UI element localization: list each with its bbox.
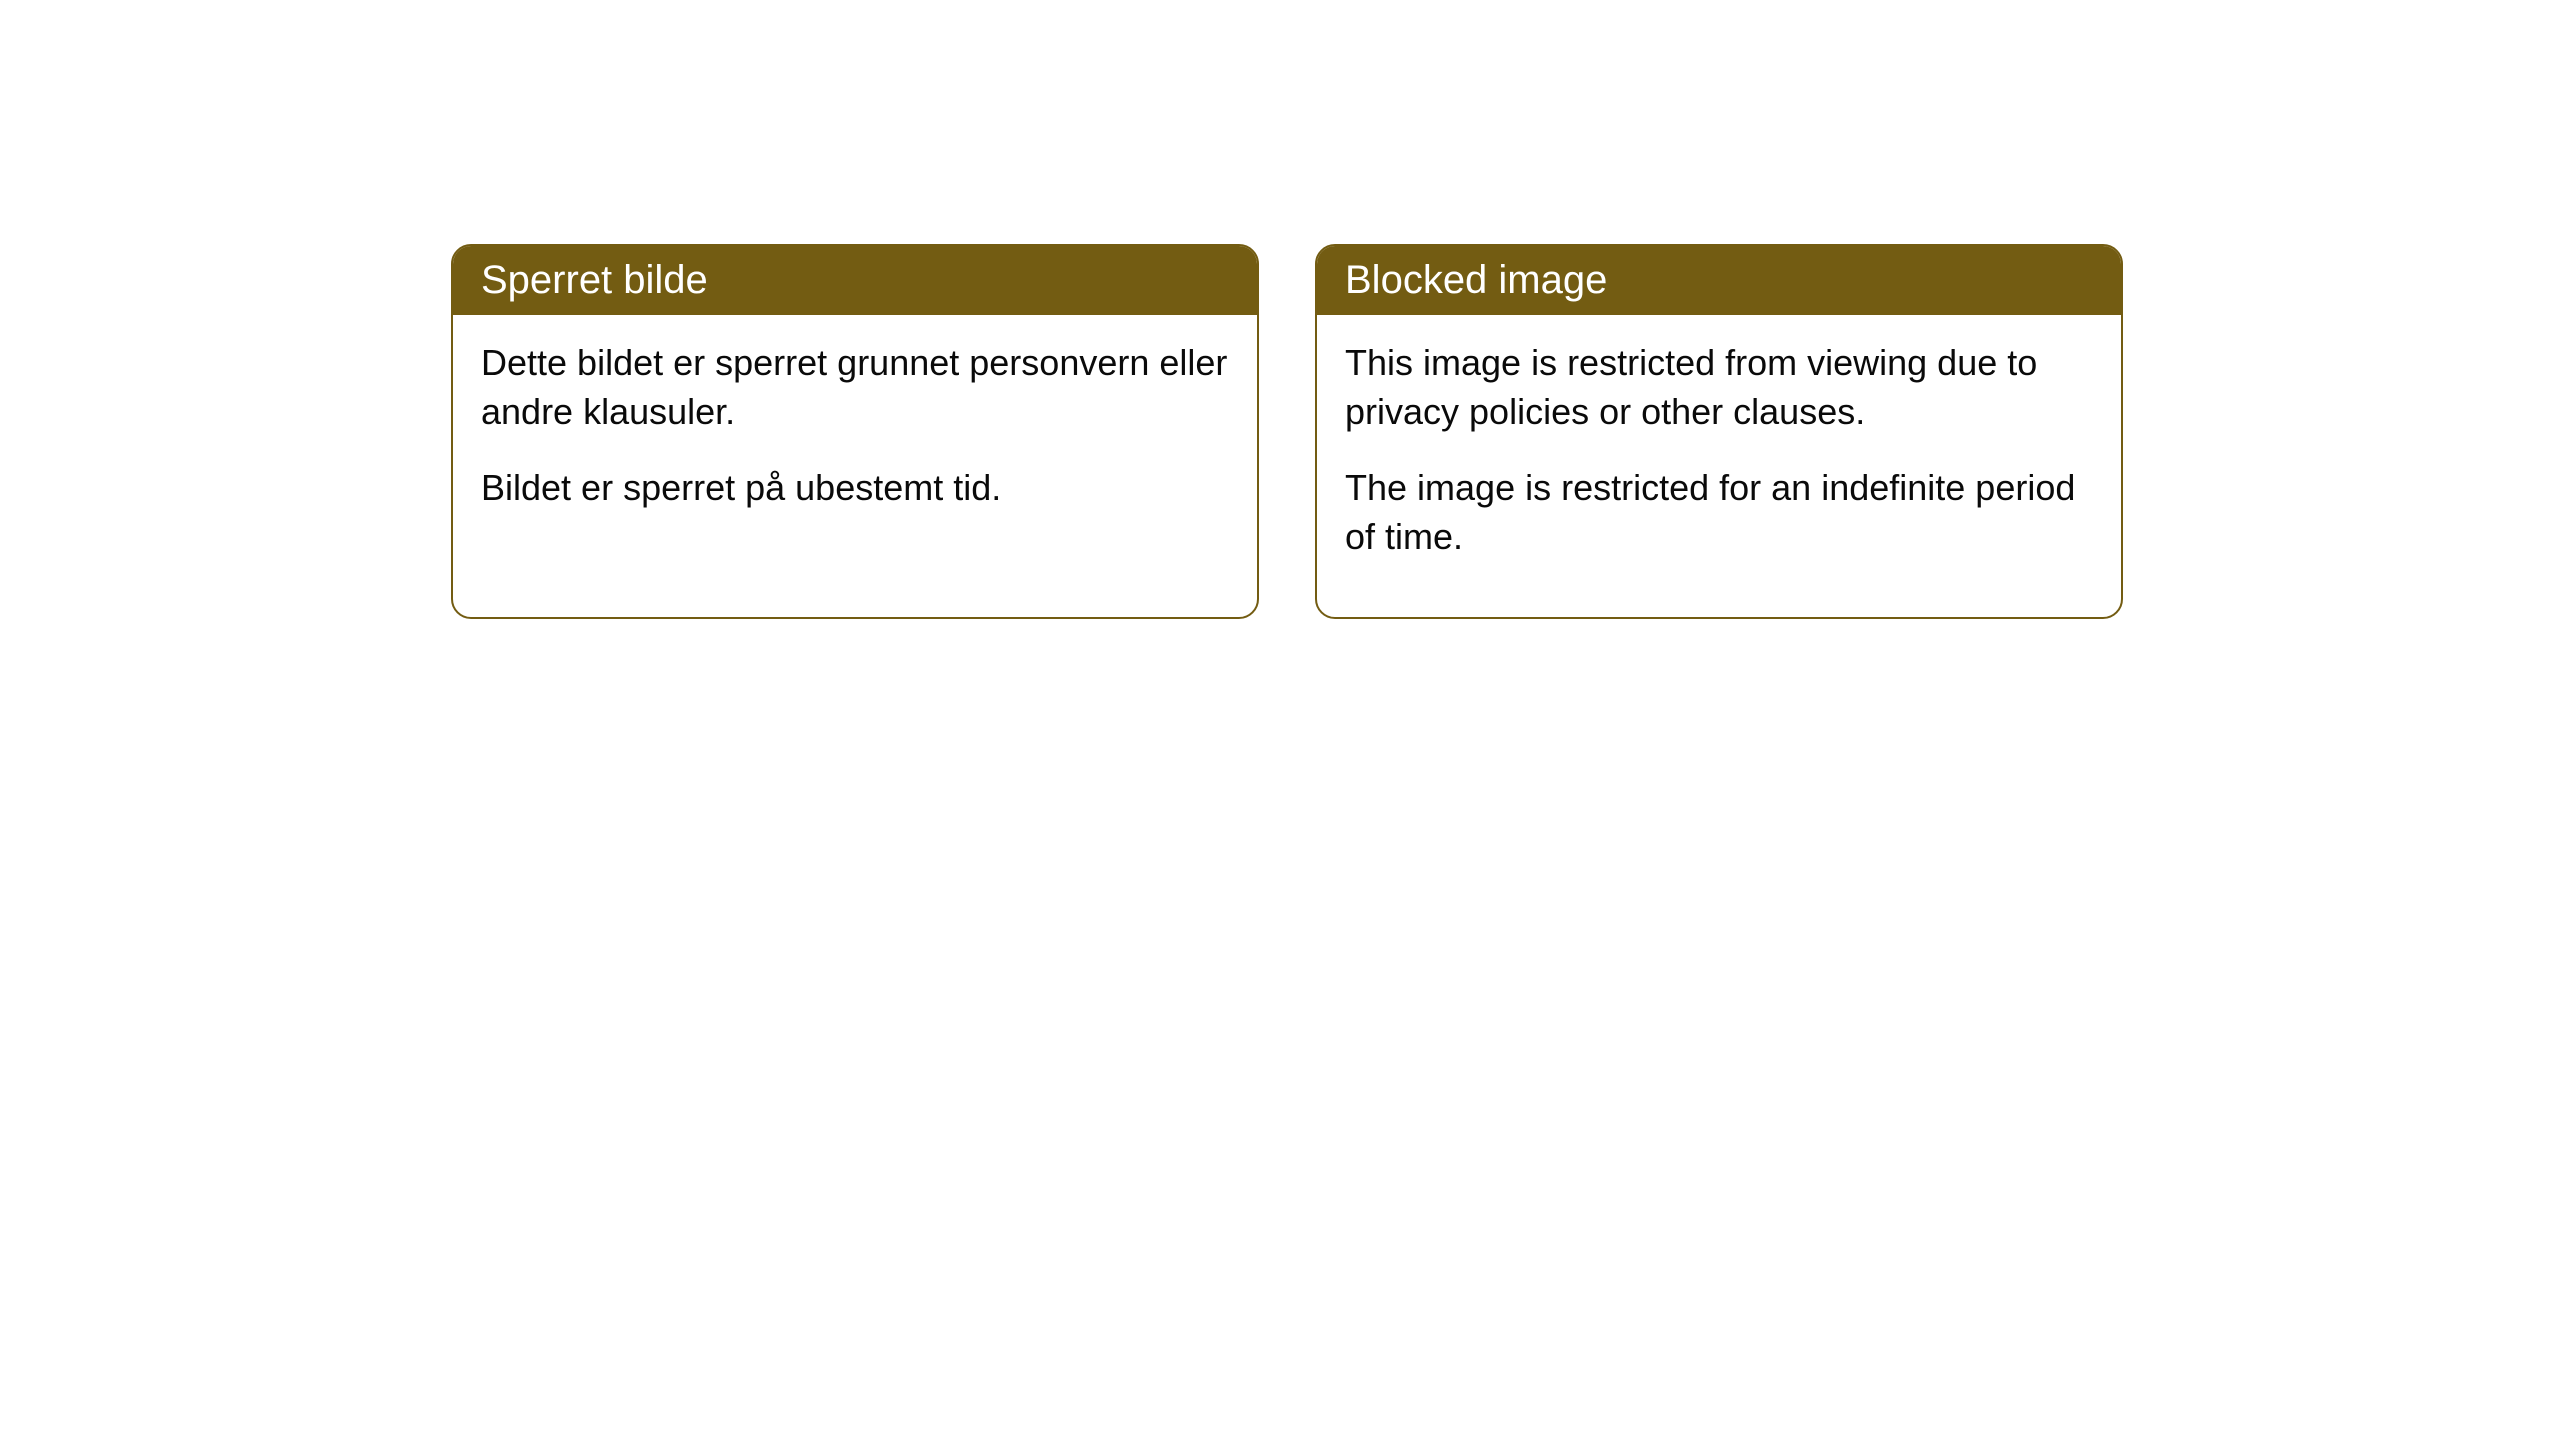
blocked-image-card-english: Blocked image This image is restricted f… <box>1315 244 2123 619</box>
card-paragraph: Dette bildet er sperret grunnet personve… <box>481 339 1229 436</box>
card-header-english: Blocked image <box>1317 246 2121 315</box>
blocked-image-card-norwegian: Sperret bilde Dette bildet er sperret gr… <box>451 244 1259 619</box>
card-header-norwegian: Sperret bilde <box>453 246 1257 315</box>
card-body-norwegian: Dette bildet er sperret grunnet personve… <box>453 315 1257 569</box>
card-paragraph: Bildet er sperret på ubestemt tid. <box>481 464 1229 513</box>
card-title: Sperret bilde <box>481 258 708 302</box>
card-body-english: This image is restricted from viewing du… <box>1317 315 2121 617</box>
card-paragraph: The image is restricted for an indefinit… <box>1345 464 2093 561</box>
card-title: Blocked image <box>1345 258 1607 302</box>
card-paragraph: This image is restricted from viewing du… <box>1345 339 2093 436</box>
notice-cards-container: Sperret bilde Dette bildet er sperret gr… <box>451 244 2123 619</box>
